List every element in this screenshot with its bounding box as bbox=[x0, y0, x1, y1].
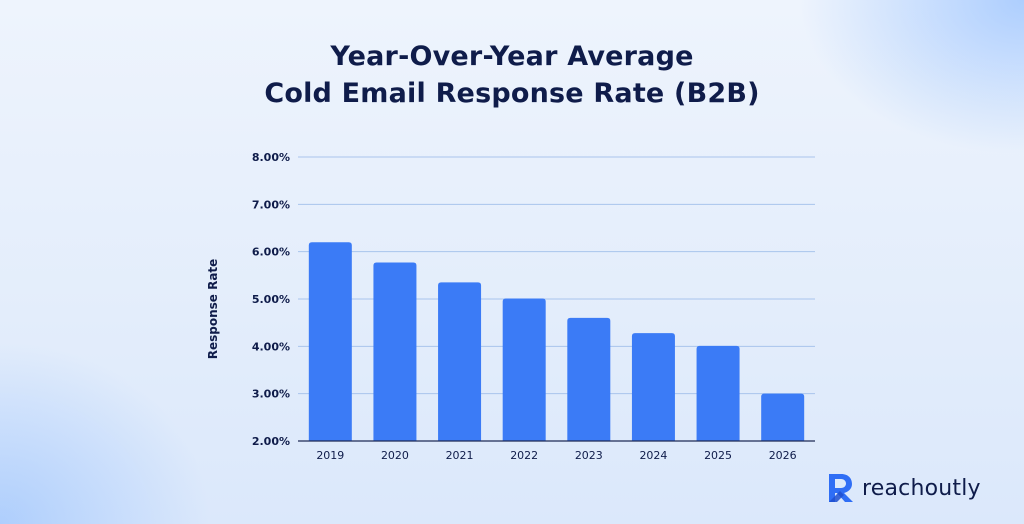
brand-name: reachoutly bbox=[862, 475, 981, 501]
bar-2025 bbox=[696, 345, 740, 441]
bar-2021 bbox=[438, 282, 482, 441]
y-tick-label: 4.00% bbox=[252, 340, 290, 353]
bar-2019 bbox=[308, 242, 352, 441]
x-tick-label: 2024 bbox=[639, 449, 667, 462]
bar-2020 bbox=[373, 262, 417, 441]
y-tick-label: 3.00% bbox=[252, 388, 290, 401]
y-tick-label: 2.00% bbox=[252, 435, 290, 448]
x-tick-label: 2020 bbox=[381, 449, 409, 462]
bar-2023 bbox=[567, 317, 611, 441]
brand-logo: reachoutly bbox=[826, 468, 981, 508]
y-tick-label: 7.00% bbox=[252, 198, 290, 211]
x-tick-label: 2019 bbox=[316, 449, 344, 462]
bar-2022 bbox=[502, 298, 546, 441]
x-tick-label: 2026 bbox=[769, 449, 797, 462]
y-axis-label: Response Rate bbox=[206, 259, 220, 360]
x-tick-label: 2023 bbox=[575, 449, 603, 462]
chart-title-line-2: Cold Email Response Rate (B2B) bbox=[264, 78, 760, 109]
y-tick-label: 6.00% bbox=[252, 246, 290, 259]
bar-2026 bbox=[761, 393, 805, 441]
x-tick-label: 2021 bbox=[446, 449, 474, 462]
y-tick-label: 8.00% bbox=[252, 151, 290, 164]
x-tick-label: 2022 bbox=[510, 449, 538, 462]
x-tick-label: 2025 bbox=[704, 449, 732, 462]
chart-title-line-1: Year-Over-Year Average bbox=[330, 41, 694, 72]
brand-mark-icon bbox=[829, 474, 853, 502]
bar-2024 bbox=[631, 333, 675, 441]
y-tick-label: 5.00% bbox=[252, 293, 290, 306]
chart-title: Year-Over-Year Average Cold Email Respon… bbox=[0, 38, 1024, 112]
